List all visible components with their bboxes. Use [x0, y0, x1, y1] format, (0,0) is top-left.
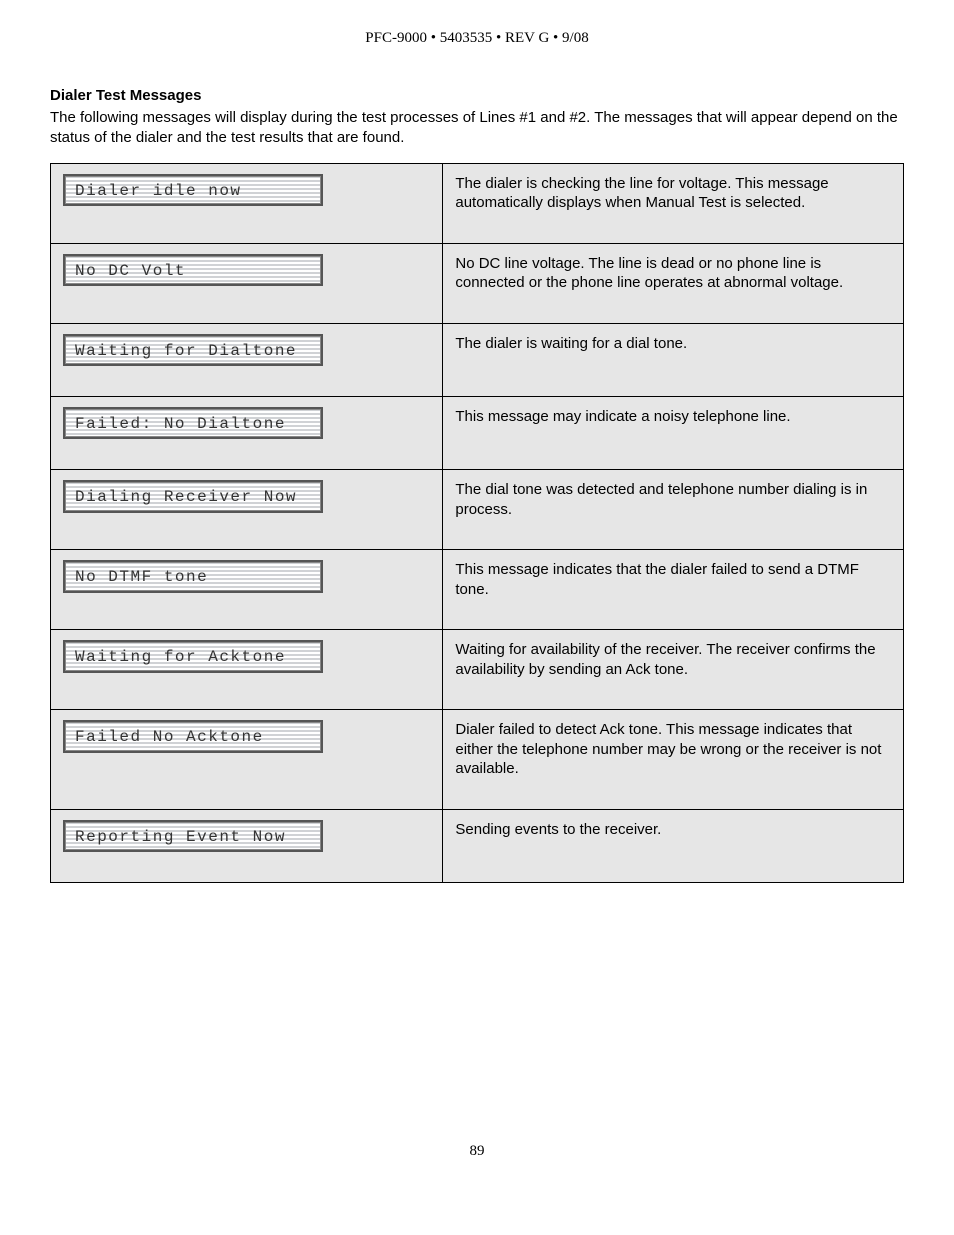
- desc-cell: Waiting for availability of the receiver…: [443, 630, 904, 710]
- desc-cell: No DC line voltage. The line is dead or …: [443, 243, 904, 323]
- desc-cell: This message indicates that the dialer f…: [443, 550, 904, 630]
- lcd-cell: Waiting for Dialtone: [51, 323, 443, 396]
- lcd-cell: Reporting Event Now: [51, 809, 443, 882]
- lcd-cell: No DC Volt: [51, 243, 443, 323]
- lcd-display: No DC Volt: [63, 254, 323, 286]
- lcd-display: Dialing Receiver Now: [63, 480, 323, 512]
- lcd-cell: Dialing Receiver Now: [51, 470, 443, 550]
- section-title: Dialer Test Messages: [50, 87, 904, 104]
- table-row: No DC Volt No DC line voltage. The line …: [51, 243, 904, 323]
- table-row: Waiting for Acktone Waiting for availabi…: [51, 630, 904, 710]
- table-row: Failed No Acktone Dialer failed to detec…: [51, 710, 904, 810]
- doc-header: PFC-9000 • 5403535 • REV G • 9/08: [50, 30, 904, 47]
- lcd-display: Reporting Event Now: [63, 820, 323, 852]
- lcd-display: No DTMF tone: [63, 560, 323, 592]
- lcd-display: Failed: No Dialtone: [63, 407, 323, 439]
- messages-table: Dialer idle now The dialer is checking t…: [50, 163, 904, 884]
- lcd-cell: Failed No Acktone: [51, 710, 443, 810]
- lcd-display: Failed No Acktone: [63, 720, 323, 752]
- desc-cell: The dial tone was detected and telephone…: [443, 470, 904, 550]
- table-row: Reporting Event Now Sending events to th…: [51, 809, 904, 882]
- desc-cell: This message may indicate a noisy teleph…: [443, 396, 904, 469]
- page-number: 89: [50, 1143, 904, 1160]
- lcd-cell: Dialer idle now: [51, 163, 443, 243]
- intro-paragraph: The following messages will display duri…: [50, 108, 904, 149]
- lcd-display: Dialer idle now: [63, 174, 323, 206]
- desc-cell: The dialer is checking the line for volt…: [443, 163, 904, 243]
- lcd-cell: Waiting for Acktone: [51, 630, 443, 710]
- table-row: Waiting for Dialtone The dialer is waiti…: [51, 323, 904, 396]
- table-row: Dialer idle now The dialer is checking t…: [51, 163, 904, 243]
- lcd-cell: Failed: No Dialtone: [51, 396, 443, 469]
- desc-cell: Sending events to the receiver.: [443, 809, 904, 882]
- table-row: Failed: No Dialtone This message may ind…: [51, 396, 904, 469]
- lcd-display: Waiting for Dialtone: [63, 334, 323, 366]
- lcd-display: Waiting for Acktone: [63, 640, 323, 672]
- desc-cell: The dialer is waiting for a dial tone.: [443, 323, 904, 396]
- lcd-cell: No DTMF tone: [51, 550, 443, 630]
- desc-cell: Dialer failed to detect Ack tone. This m…: [443, 710, 904, 810]
- table-row: No DTMF tone This message indicates that…: [51, 550, 904, 630]
- table-row: Dialing Receiver Now The dial tone was d…: [51, 470, 904, 550]
